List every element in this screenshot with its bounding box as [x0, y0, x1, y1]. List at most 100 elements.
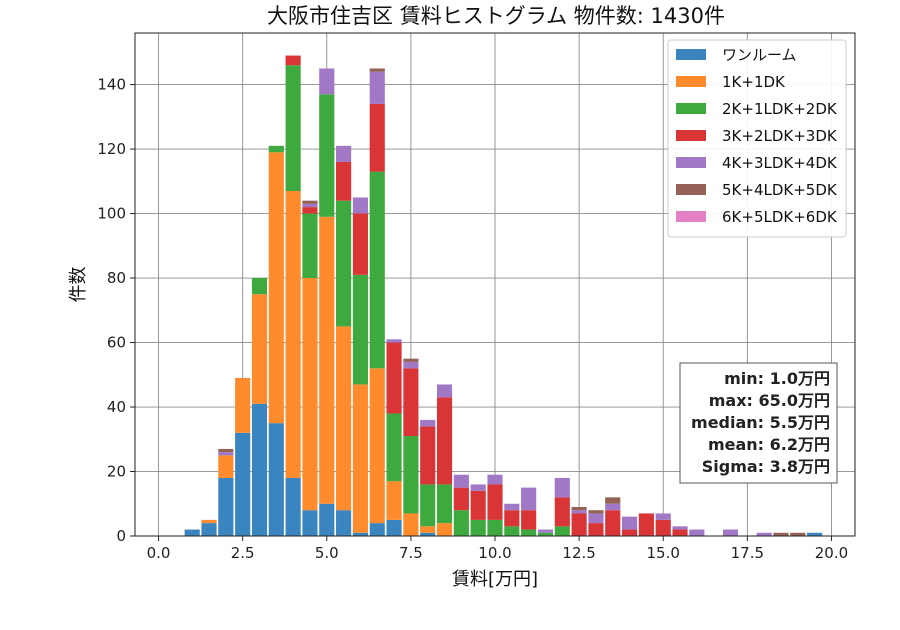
- legend-entry-label: 6K+5LDK+6DK: [722, 208, 838, 226]
- histogram-bar: [504, 510, 520, 527]
- histogram-bar: [268, 423, 284, 536]
- x-tick-label: 15.0: [647, 544, 680, 562]
- histogram-bar: [319, 68, 335, 95]
- stats-box-frame: [679, 362, 838, 484]
- histogram-bar: [571, 510, 587, 514]
- histogram-bar: [453, 487, 469, 511]
- histogram-bar: [369, 523, 385, 536]
- histogram-bar: [453, 510, 469, 536]
- histogram-bar: [655, 513, 671, 520]
- histogram-bar: [588, 513, 604, 524]
- histogram-bar: [655, 519, 671, 536]
- histogram-bar: [336, 145, 352, 162]
- legend-entry-label: 4K+3LDK+4DK: [722, 154, 838, 172]
- histogram-bar: [403, 361, 419, 369]
- histogram-bar: [571, 506, 587, 511]
- histogram-bar: [302, 203, 318, 208]
- histogram-bar: [319, 216, 335, 504]
- y-tick-label: 120: [97, 140, 126, 158]
- histogram-bar: [605, 510, 621, 536]
- x-tick-label: 5.0: [315, 544, 339, 562]
- histogram-bar: [605, 503, 621, 511]
- histogram-bar: [504, 526, 520, 536]
- histogram-bar: [285, 477, 301, 536]
- histogram-bar: [790, 532, 806, 536]
- legend-swatch: [676, 211, 706, 222]
- histogram-bar: [436, 523, 453, 536]
- histogram-bar: [672, 526, 688, 530]
- histogram-bar: [605, 497, 621, 504]
- y-tick-label: 20: [107, 463, 126, 481]
- histogram-bar: [386, 339, 402, 343]
- histogram-bar: [201, 523, 217, 536]
- histogram-bar: [487, 474, 503, 485]
- histogram-bar: [369, 68, 385, 72]
- stats-line: Sigma: 3.8万円: [702, 457, 830, 476]
- y-tick-label: 100: [97, 205, 126, 223]
- histogram-bar: [689, 529, 705, 536]
- y-axis-label: 件数: [68, 267, 89, 303]
- y-tick-label: 80: [107, 269, 126, 287]
- histogram-bar: [352, 197, 368, 214]
- stats-box: min: 1.0万円 max: 65.0万円 median: 5.5万円 mean: …: [679, 362, 838, 484]
- legend-swatch: [676, 130, 706, 141]
- legend-swatch: [676, 103, 706, 114]
- histogram-bar: [352, 274, 368, 385]
- y-axis-ticks: 0 20 40 60 80 100 120 140: [97, 76, 135, 545]
- stats-line: median: 5.5万円: [691, 413, 830, 432]
- histogram-bar: [773, 532, 789, 536]
- stats-line: min: 1.0万円: [724, 369, 830, 388]
- y-tick-label: 140: [97, 76, 126, 94]
- histogram-bar: [336, 200, 352, 327]
- histogram-bar: [235, 378, 251, 433]
- stats-line: max: 65.0万円: [709, 391, 830, 410]
- histogram-bar: [336, 326, 352, 511]
- histogram-bar: [436, 397, 453, 485]
- histogram-bar: [622, 516, 638, 530]
- histogram-bar: [504, 503, 520, 511]
- legend-entry-label: 2K+1LDK+2DK: [722, 100, 838, 118]
- histogram-bar: [201, 519, 217, 524]
- histogram-bar: [369, 103, 385, 172]
- histogram-bar: [588, 510, 604, 514]
- histogram-bar: [403, 358, 419, 362]
- histogram-bar: [554, 526, 570, 536]
- histogram-bar: [722, 529, 739, 536]
- legend-box: [667, 39, 847, 238]
- histogram-bar: [571, 513, 587, 536]
- histogram-bar: [218, 452, 234, 456]
- histogram-bar: [487, 484, 503, 520]
- histogram-bar: [302, 207, 318, 214]
- histogram-bar: [285, 55, 301, 66]
- histogram-bar: [285, 190, 301, 478]
- histogram-bar: [235, 432, 251, 536]
- histogram-bar: [251, 403, 268, 536]
- histogram-bar: [436, 384, 453, 398]
- histogram-bar: [336, 510, 352, 536]
- chart-title: 大阪市住吉区 賃料ヒストグラム 物件数: 1430件: [267, 4, 725, 28]
- histogram-bar: [386, 342, 402, 414]
- legend: ワンルーム 1K+1DK 2K+1LDK+2DK 3K+2LDK+3DK 4K+3LDK…: [667, 39, 847, 238]
- histogram-bar: [352, 532, 368, 536]
- x-tick-label: 17.5: [731, 544, 764, 562]
- legend-entry-label: 1K+1DK: [722, 73, 786, 91]
- legend-entry-label: 3K+2LDK+3DK: [722, 127, 838, 145]
- legend-entry-label: 5K+4LDK+5DK: [722, 181, 838, 199]
- x-axis-ticks: 0.0 2.5 5.0 7.5 10.0 12.5 15.0 17.5 20.0: [147, 536, 848, 562]
- y-tick-label: 60: [107, 334, 126, 352]
- histogram-bar: [336, 161, 352, 201]
- histogram-bar: [588, 523, 604, 536]
- histogram-bar: [554, 497, 570, 527]
- histogram-bar: [638, 513, 654, 536]
- x-tick-label: 10.0: [478, 544, 511, 562]
- histogram-bar: [218, 448, 234, 453]
- histogram-bar: [403, 436, 419, 514]
- histogram-bar: [554, 477, 570, 498]
- x-tick-label: 12.5: [562, 544, 595, 562]
- histogram-bar: [420, 484, 436, 527]
- legend-swatch: [676, 184, 706, 195]
- histogram-bar: [285, 65, 301, 191]
- histogram-bar: [487, 519, 503, 536]
- histogram-bar: [319, 94, 335, 217]
- histogram-bar: [302, 213, 318, 279]
